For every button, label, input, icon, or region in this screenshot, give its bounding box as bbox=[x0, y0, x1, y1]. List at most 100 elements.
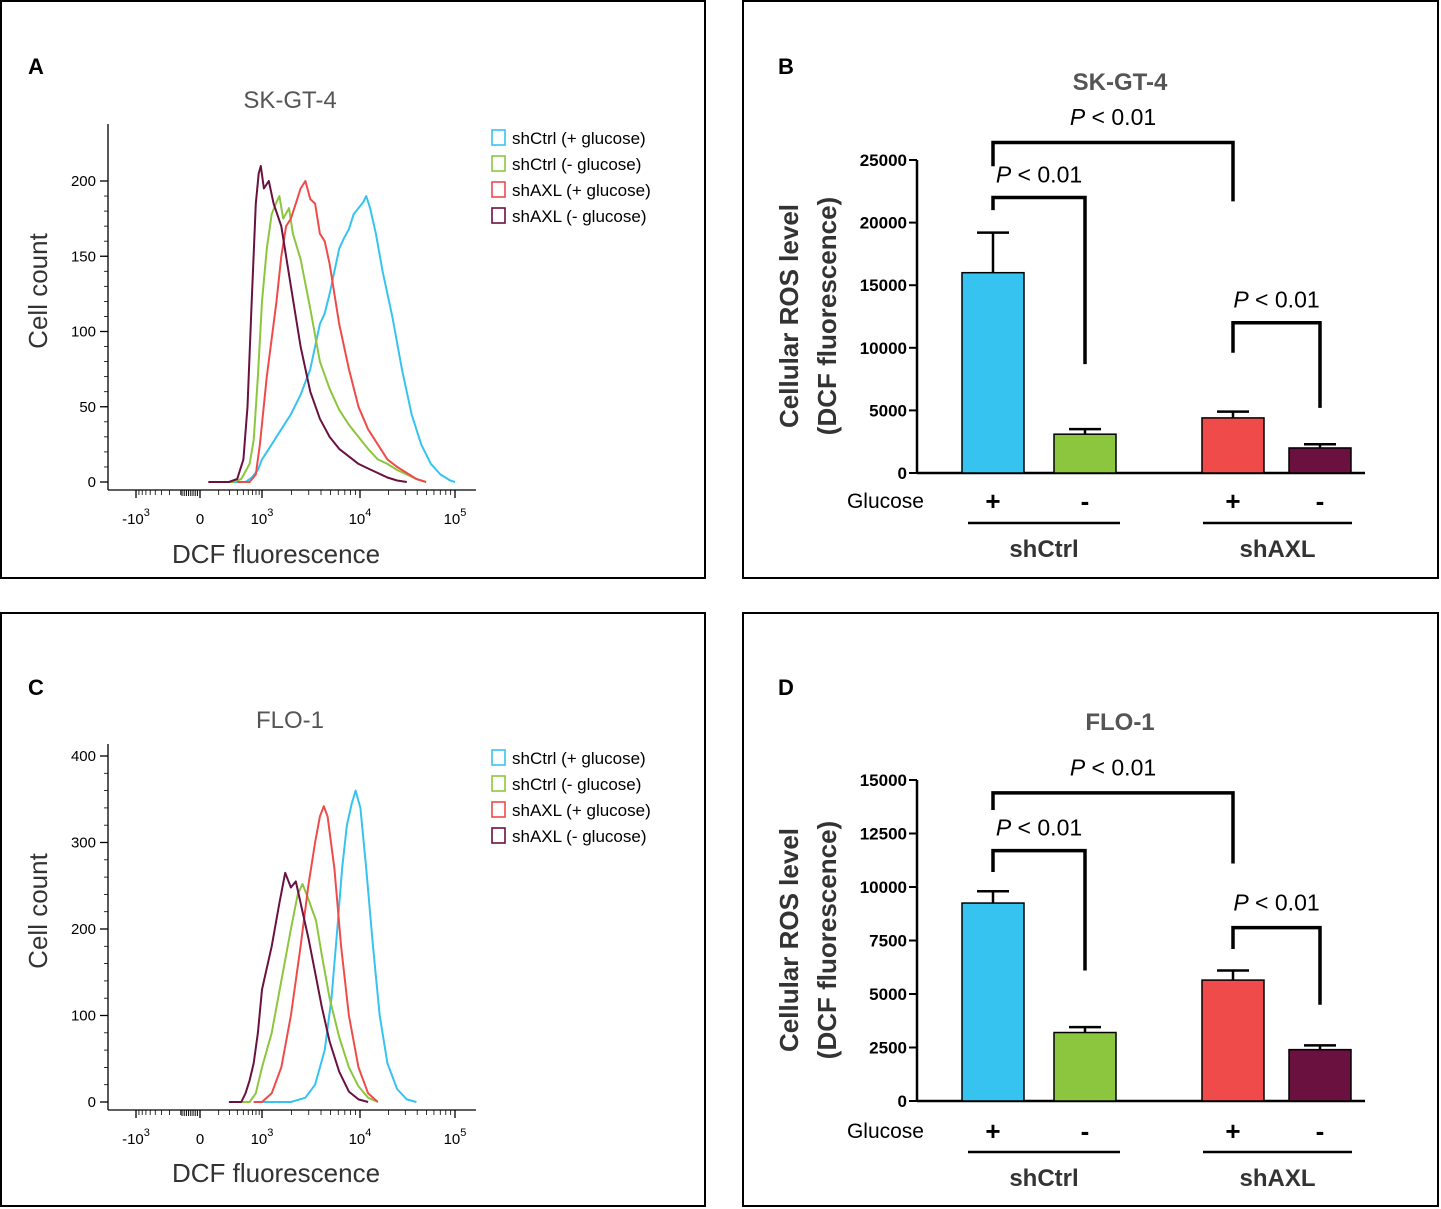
x-tick-label: 0 bbox=[196, 511, 204, 528]
y-tick-label: 5000 bbox=[869, 985, 907, 1004]
y-tick-label: 0 bbox=[88, 1094, 96, 1111]
legend-entry: shAXL (- glucose) bbox=[512, 207, 646, 226]
significance-label: P < 0.01 bbox=[996, 815, 1082, 841]
glucose-sign-label: + bbox=[1225, 1116, 1240, 1146]
panel-frame bbox=[0, 612, 706, 1207]
legend-entry: shCtrl (+ glucose) bbox=[512, 749, 646, 768]
glucose-sign-label: - bbox=[1081, 1116, 1090, 1146]
x-tick-label: -103 bbox=[122, 507, 150, 528]
chart-title: SK-GT-4 bbox=[1073, 69, 1168, 96]
glucose-sign-label: - bbox=[1316, 486, 1325, 516]
panel-label: D bbox=[778, 675, 794, 700]
x-tick-label: 104 bbox=[349, 1127, 372, 1148]
bar bbox=[961, 271, 1025, 474]
y-tick-label: 400 bbox=[71, 748, 96, 765]
histogram-curve-shaxl-glucose- bbox=[237, 180, 427, 483]
bar bbox=[961, 902, 1025, 1102]
x-tick-label: 103 bbox=[251, 507, 274, 528]
y-tick-label: 2500 bbox=[869, 1039, 907, 1058]
y-axis-label-line1: Cellular ROS level bbox=[774, 204, 804, 428]
y-axis-label-line2: (DCF fluorescence) bbox=[812, 197, 842, 435]
group-label: shCtrl bbox=[1009, 536, 1078, 563]
glucose-label: Glucose bbox=[847, 490, 924, 513]
legend-entry: shCtrl (+ glucose) bbox=[512, 129, 646, 148]
y-axis-label: Cell count bbox=[23, 852, 53, 968]
group-label: shCtrl bbox=[1009, 1165, 1078, 1192]
legend-swatch bbox=[491, 749, 506, 766]
significance-label: P < 0.01 bbox=[1233, 890, 1319, 916]
histogram-curve-shctrl-glucose- bbox=[220, 195, 456, 483]
glucose-label: Glucose bbox=[847, 1120, 924, 1143]
histogram-curve-shaxl-glucose- bbox=[253, 805, 379, 1103]
x-tick-label: 105 bbox=[444, 507, 467, 528]
panel-frame bbox=[0, 0, 706, 579]
legend-entry: shCtrl (- glucose) bbox=[512, 155, 641, 174]
legend-entry: shAXL (+ glucose) bbox=[512, 181, 651, 200]
bar bbox=[1288, 1048, 1352, 1102]
legend-swatch bbox=[491, 155, 506, 172]
y-tick-label: 300 bbox=[71, 835, 96, 852]
significance-bracket bbox=[991, 195, 1087, 365]
bar bbox=[1053, 433, 1117, 474]
x-tick-label: -103 bbox=[122, 1127, 150, 1148]
panel-frame bbox=[742, 0, 1439, 579]
chart-title: SK-GT-4 bbox=[243, 87, 336, 114]
bar bbox=[1288, 447, 1352, 474]
y-tick-label: 0 bbox=[898, 1092, 907, 1111]
glucose-sign-label: + bbox=[985, 1116, 1000, 1146]
histogram-curve-shaxl-glucose- bbox=[228, 871, 369, 1103]
y-tick-label: 200 bbox=[71, 921, 96, 938]
y-tick-label: 12500 bbox=[860, 825, 907, 844]
legend-swatch bbox=[491, 181, 506, 198]
histogram-curve-shaxl-glucose- bbox=[208, 165, 407, 483]
glucose-sign-label: + bbox=[1225, 486, 1240, 516]
group-label: shAXL bbox=[1239, 536, 1315, 563]
significance-bracket bbox=[991, 140, 1235, 202]
y-axis-label-line2: (DCF fluorescence) bbox=[812, 821, 842, 1059]
chart-title: FLO-1 bbox=[1085, 709, 1154, 736]
significance-bracket bbox=[991, 848, 1087, 971]
significance-bracket bbox=[991, 791, 1235, 864]
panel-label: A bbox=[28, 54, 44, 79]
legend-entry: shAXL (- glucose) bbox=[512, 827, 646, 846]
x-tick-label: 104 bbox=[349, 507, 372, 528]
legend-swatch bbox=[491, 775, 506, 792]
legend-entry: shAXL (+ glucose) bbox=[512, 801, 651, 820]
group-label: shAXL bbox=[1239, 1165, 1315, 1192]
bar bbox=[1053, 1031, 1117, 1102]
glucose-sign-label: + bbox=[985, 486, 1000, 516]
y-tick-label: 15000 bbox=[860, 276, 907, 295]
y-tick-label: 10000 bbox=[860, 878, 907, 897]
panel-frame bbox=[742, 612, 1439, 1207]
y-tick-label: 0 bbox=[88, 474, 96, 491]
panel-b: B SK-GT-4 0 5000 10000 15000 20000 25000 Cellula… bbox=[742, 0, 1439, 579]
significance-label: P < 0.01 bbox=[1233, 287, 1319, 313]
y-tick-label: 20000 bbox=[860, 214, 907, 233]
y-tick-label: 200 bbox=[71, 173, 96, 190]
glucose-sign-label: - bbox=[1081, 486, 1090, 516]
histogram-curve-shctrl-glucose- bbox=[237, 883, 379, 1103]
y-tick-label: 15000 bbox=[860, 771, 907, 790]
bar bbox=[1201, 979, 1265, 1102]
legend-entry: shCtrl (- glucose) bbox=[512, 775, 641, 794]
glucose-sign-label: - bbox=[1316, 1116, 1325, 1146]
y-tick-label: 100 bbox=[71, 324, 96, 341]
x-axis-label: DCF fluorescence bbox=[172, 539, 380, 569]
y-tick-label: 25000 bbox=[860, 151, 907, 170]
panel-d: D FLO-1 0 2500 5000 7500 10000 12500 15000 Cellul… bbox=[742, 612, 1439, 1207]
y-tick-label: 100 bbox=[71, 1008, 96, 1025]
x-tick-label: 103 bbox=[251, 1127, 274, 1148]
y-tick-label: 7500 bbox=[869, 932, 907, 951]
x-axis-label: DCF fluorescence bbox=[172, 1158, 380, 1188]
x-tick-label: 0 bbox=[196, 1131, 204, 1148]
panel-label: B bbox=[778, 54, 794, 79]
y-tick-label: 10000 bbox=[860, 339, 907, 358]
y-tick-label: 0 bbox=[898, 464, 907, 483]
y-tick-label: 50 bbox=[79, 399, 96, 416]
significance-label: P < 0.01 bbox=[996, 162, 1082, 188]
legend-swatch bbox=[491, 129, 506, 146]
histogram-curve-shctrl-glucose- bbox=[253, 789, 417, 1103]
legend-swatch bbox=[491, 801, 506, 818]
y-axis-label: Cell count bbox=[23, 232, 53, 348]
